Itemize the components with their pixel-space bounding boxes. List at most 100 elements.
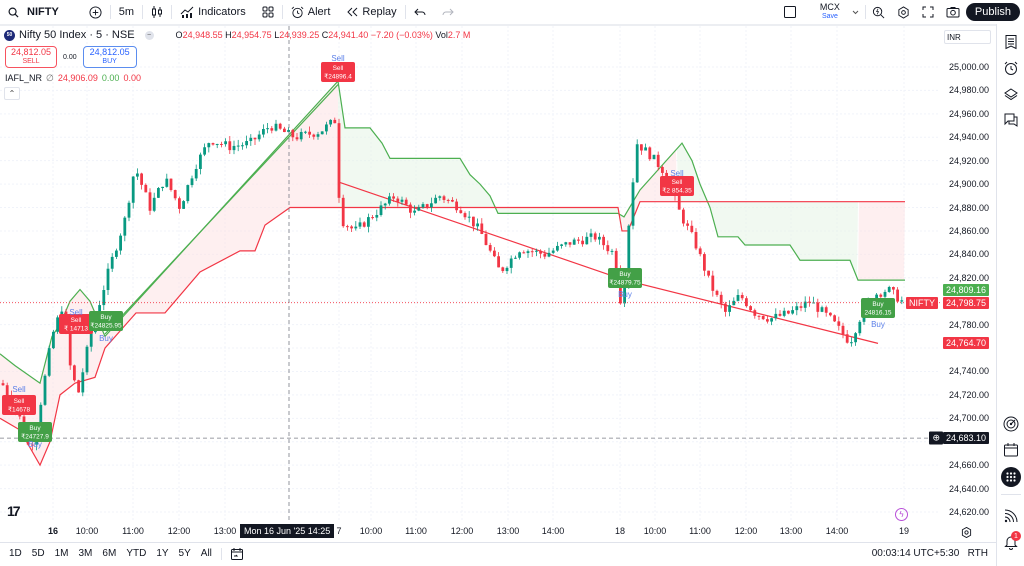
currency-selector[interactable]: INR	[944, 30, 991, 44]
camera-icon	[946, 7, 960, 18]
nifty-logo: 50	[4, 29, 15, 41]
undo-button[interactable]	[406, 0, 434, 24]
undo-icon	[413, 8, 426, 16]
price-tick: 24,980.00	[948, 85, 989, 96]
lightning-icon[interactable]: ϟ	[895, 508, 908, 521]
square-icon	[783, 6, 796, 18]
price-tick: 24,900.00	[948, 179, 989, 190]
replay-button[interactable]: Replay	[338, 0, 404, 24]
layers-icon[interactable]	[1003, 86, 1019, 102]
svg-text:Sell: Sell	[331, 54, 345, 63]
svg-text:Buy: Buy	[100, 314, 112, 321]
svg-text:Buy: Buy	[29, 425, 41, 432]
buy-signal-label: Buy ₹24825.95 Buy	[89, 311, 123, 343]
tradingview-logo[interactable]: 17	[7, 503, 21, 519]
price-tag: 24,798.75	[942, 296, 989, 309]
buy-label: BUY	[102, 58, 117, 65]
buy-signal-label: Buy ₹24879.75 Buy	[608, 268, 642, 299]
range-button-ytd[interactable]: YTD	[126, 548, 147, 559]
hide-legend-button[interactable]: −	[144, 30, 154, 40]
trade-panel: 24,812.05 SELL 0.00 24,812.05 BUY	[5, 46, 137, 68]
fullscreen-icon	[922, 6, 934, 18]
price-axis[interactable]: 25,000.00 24,980.00 24,960.00 24,940.00 24,9…	[906, 26, 995, 520]
fullscreen-button[interactable]	[916, 0, 940, 24]
time-axis[interactable]: 16 10:00 11:00 12:00 13:00 7 10:00 11:00 12:00 13…	[0, 520, 940, 542]
time-tick: 13:00	[779, 526, 803, 536]
right-sidebar: 1	[996, 24, 1024, 566]
interval-button[interactable]: 5m	[111, 0, 142, 24]
symbol-price-tag: NIFTY	[906, 296, 938, 309]
price-tick: 24,700.00	[948, 413, 989, 424]
bottom-bar: 1D 5D 1M 3M 6M YTD 1Y 5Y All 00:03:14 UTC+5:30 R…	[0, 542, 996, 564]
chevron-up-icon: ⌃	[8, 89, 16, 98]
separator	[142, 5, 144, 19]
templates-button[interactable]	[254, 0, 282, 24]
indicator-legend[interactable]: IAFL_NR ∅ 24,906.09 0.00 0.00	[5, 73, 141, 84]
buy-price: 24,812.05	[89, 47, 130, 57]
range-button-3m[interactable]: 3M	[78, 548, 93, 559]
compare-button[interactable]	[81, 0, 110, 24]
svg-text:₹24879.75: ₹24879.75	[609, 280, 641, 287]
range-button-1d[interactable]: 1D	[9, 548, 22, 559]
time-tick: 18	[614, 526, 626, 536]
search-icon	[8, 7, 19, 18]
symbol-search[interactable]: NIFTY	[0, 0, 67, 24]
chart-type-button[interactable]	[143, 0, 171, 24]
svg-text:Sell: Sell	[333, 65, 344, 72]
legend-title[interactable]: Nifty 50 Index · 5 · NSE	[19, 29, 135, 41]
range-button-1m[interactable]: 1M	[54, 548, 69, 559]
buy-button[interactable]: 24,812.05 BUY	[82, 46, 137, 68]
svg-text:Buy: Buy	[872, 301, 884, 308]
range-button-1y[interactable]: 1Y	[156, 548, 169, 559]
publish-button[interactable]: Publish	[965, 3, 1020, 21]
clock[interactable]: 00:03:14 UTC+5:30	[871, 548, 960, 559]
range-button-5y[interactable]: 5Y	[178, 548, 191, 559]
range-button-5d[interactable]: 5D	[31, 548, 45, 559]
indicators-button[interactable]: Indicators	[172, 0, 254, 24]
signal-feed-icon[interactable]	[1003, 508, 1019, 524]
buy-signal-label: Buy 24816.15 Buy	[861, 298, 895, 329]
redo-button[interactable]	[434, 0, 462, 24]
time-tick: 12:00	[734, 526, 758, 536]
price-tick: 24,660.00	[948, 460, 989, 471]
alert-button[interactable]: Alert	[283, 0, 339, 24]
time-tick: 19	[898, 526, 910, 536]
magnifier-lightning-icon	[872, 6, 885, 18]
layout-name-button[interactable]: MCX Save	[814, 3, 846, 21]
notification-badge: 1	[1011, 531, 1021, 541]
apps-grid-icon[interactable]	[1001, 467, 1021, 487]
sell-button[interactable]: 24,812.05 SELL	[5, 46, 57, 68]
calendar-icon[interactable]	[1003, 442, 1019, 458]
layout-dropdown[interactable]	[846, 0, 865, 24]
price-tick: 24,720.00	[948, 389, 989, 400]
axis-settings-icon[interactable]	[961, 527, 972, 538]
target-icon[interactable]	[1003, 416, 1019, 432]
separator	[109, 5, 111, 19]
price-tick: 25,000.00	[948, 62, 989, 72]
collapse-legend-button[interactable]: ⌃	[4, 87, 20, 100]
separator	[404, 5, 406, 19]
add-alert-plus-icon[interactable]: ⊕	[929, 431, 943, 445]
alert-label: Alert	[307, 6, 331, 18]
range-button-all[interactable]: All	[200, 548, 212, 559]
svg-text:Buy: Buy	[99, 334, 113, 343]
settings-button[interactable]	[891, 0, 916, 24]
redo-icon	[442, 8, 454, 16]
quick-search-button[interactable]	[866, 0, 891, 24]
price-tick: 24,940.00	[948, 132, 989, 143]
chat-icon[interactable]	[1003, 112, 1019, 128]
svg-text:Buy: Buy	[618, 290, 632, 299]
alarm-clock-icon[interactable]	[1003, 60, 1019, 76]
session-type[interactable]: RTH	[967, 548, 988, 559]
time-tick: 10:00	[75, 526, 99, 536]
watchlist-icon[interactable]	[1003, 34, 1019, 50]
range-button-6m[interactable]: 6M	[102, 548, 117, 559]
separator	[281, 5, 283, 19]
layout-toggle-button[interactable]	[776, 0, 804, 24]
goto-date-icon[interactable]	[230, 547, 244, 561]
svg-text:₹24825.95: ₹24825.95	[90, 323, 122, 330]
screenshot-button[interactable]	[940, 0, 966, 24]
indicator-value-3: 0.00	[123, 73, 141, 83]
svg-text:Buy: Buy	[871, 320, 885, 329]
